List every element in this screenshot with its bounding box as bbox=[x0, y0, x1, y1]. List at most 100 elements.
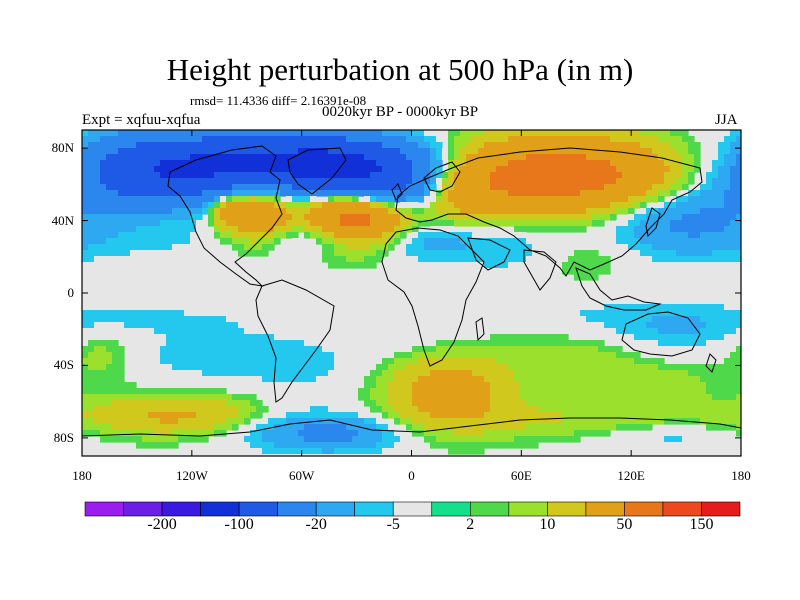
field-cell bbox=[142, 184, 149, 191]
field-cell bbox=[604, 412, 611, 419]
field-cell bbox=[250, 304, 257, 311]
field-cell bbox=[724, 418, 731, 425]
field-cell bbox=[304, 454, 311, 456]
field-cell bbox=[664, 346, 671, 353]
field-cell bbox=[316, 214, 323, 221]
field-cell bbox=[328, 214, 335, 221]
field-cell bbox=[730, 358, 737, 365]
field-cell bbox=[640, 154, 647, 161]
field-cell bbox=[166, 418, 173, 425]
field-cell bbox=[490, 394, 497, 401]
field-cell bbox=[478, 214, 485, 221]
field-cell bbox=[718, 256, 725, 263]
field-cell bbox=[472, 214, 479, 221]
field-cell bbox=[346, 142, 353, 149]
field-cell bbox=[724, 214, 731, 221]
field-cell bbox=[694, 316, 701, 323]
field-cell bbox=[544, 298, 551, 305]
field-cell bbox=[214, 334, 221, 341]
field-cell bbox=[712, 418, 719, 425]
field-cell bbox=[580, 400, 587, 407]
field-cell bbox=[274, 340, 281, 347]
field-cell bbox=[550, 130, 557, 137]
field-cell bbox=[454, 412, 461, 419]
field-cell bbox=[364, 136, 371, 143]
field-cell bbox=[136, 256, 143, 263]
field-cell bbox=[502, 268, 509, 275]
field-cell bbox=[250, 250, 257, 257]
field-cell bbox=[346, 346, 353, 353]
field-cell bbox=[352, 364, 359, 371]
field-cell bbox=[712, 388, 719, 395]
field-cell bbox=[238, 250, 245, 257]
field-cell bbox=[640, 424, 647, 431]
field-cell bbox=[598, 190, 605, 197]
field-cell bbox=[88, 400, 95, 407]
field-cell bbox=[220, 196, 227, 203]
field-cell bbox=[346, 256, 353, 263]
field-cell bbox=[352, 148, 359, 155]
field-cell bbox=[568, 364, 575, 371]
field-cell bbox=[304, 166, 311, 173]
field-cell bbox=[172, 424, 179, 431]
field-cell bbox=[202, 340, 209, 347]
field-cell bbox=[346, 352, 353, 359]
field-cell bbox=[172, 334, 179, 341]
field-cell bbox=[496, 160, 503, 167]
field-cell bbox=[244, 370, 251, 377]
field-cell bbox=[568, 298, 575, 305]
field-cell bbox=[250, 430, 257, 437]
field-cell bbox=[142, 226, 149, 233]
field-cell bbox=[550, 172, 557, 179]
field-cell bbox=[154, 196, 161, 203]
field-cell bbox=[472, 370, 479, 377]
field-cell bbox=[178, 178, 185, 185]
field-cell bbox=[406, 394, 413, 401]
field-cell bbox=[622, 232, 629, 239]
field-cell bbox=[490, 370, 497, 377]
field-cell bbox=[592, 274, 599, 281]
field-cell bbox=[328, 130, 335, 137]
field-cell bbox=[280, 328, 287, 335]
field-cell bbox=[106, 370, 113, 377]
field-cell bbox=[202, 202, 209, 209]
field-cell bbox=[622, 220, 629, 227]
field-cell bbox=[82, 406, 89, 413]
field-cell bbox=[622, 298, 629, 305]
field-cell bbox=[514, 334, 521, 341]
field-cell bbox=[520, 304, 527, 311]
field-cell bbox=[406, 136, 413, 143]
field-cell bbox=[286, 346, 293, 353]
field-cell bbox=[382, 220, 389, 227]
field-cell bbox=[496, 418, 503, 425]
field-cell bbox=[364, 394, 371, 401]
field-cell bbox=[364, 418, 371, 425]
field-cell bbox=[496, 256, 503, 263]
field-cell bbox=[694, 226, 701, 233]
field-cell bbox=[172, 304, 179, 311]
field-cell bbox=[328, 412, 335, 419]
field-cell bbox=[652, 412, 659, 419]
field-cell bbox=[574, 370, 581, 377]
field-cell bbox=[370, 436, 377, 443]
field-cell bbox=[418, 304, 425, 311]
field-cell bbox=[118, 382, 125, 389]
field-cell bbox=[466, 436, 473, 443]
field-cell bbox=[388, 412, 395, 419]
field-cell bbox=[100, 376, 107, 383]
field-cell bbox=[382, 196, 389, 203]
field-cell bbox=[334, 196, 341, 203]
field-cell bbox=[688, 364, 695, 371]
field-cell bbox=[388, 370, 395, 377]
field-cell bbox=[232, 418, 239, 425]
field-cell bbox=[736, 244, 741, 251]
field-cell bbox=[232, 364, 239, 371]
field-cell bbox=[712, 442, 719, 449]
field-cell bbox=[598, 172, 605, 179]
field-cell bbox=[514, 178, 521, 185]
field-cell bbox=[262, 370, 269, 377]
field-cell bbox=[358, 430, 365, 437]
field-cell bbox=[430, 346, 437, 353]
field-cell bbox=[208, 352, 215, 359]
field-cell bbox=[94, 322, 101, 329]
